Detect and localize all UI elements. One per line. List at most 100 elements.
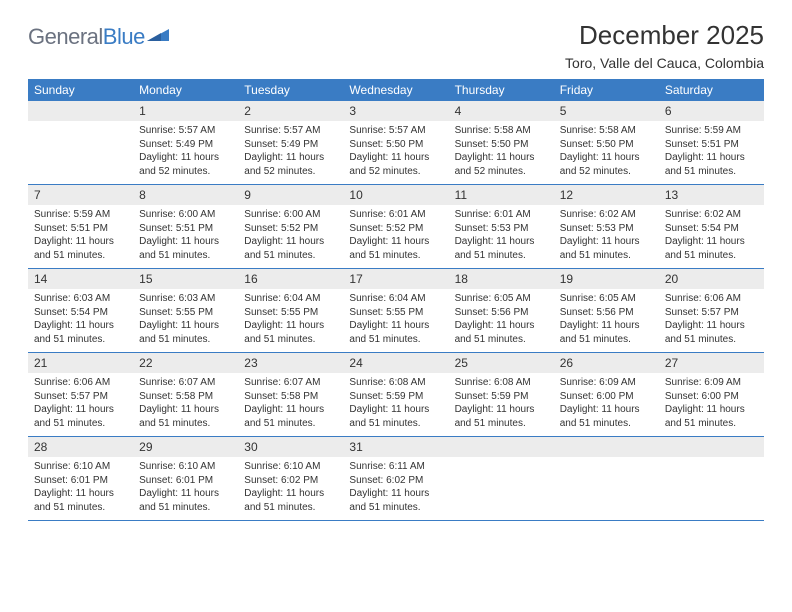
sunset-text: Sunset: 5:51 PM [665,138,758,152]
sunrise-text: Sunrise: 6:04 AM [349,292,442,306]
sunrise-text: Sunrise: 5:57 AM [349,124,442,138]
day-detail: Sunrise: 6:03 AMSunset: 5:54 PMDaylight:… [28,289,133,352]
calendar: Sunday Monday Tuesday Wednesday Thursday… [28,79,764,521]
daylight-text: Daylight: 11 hours and 51 minutes. [349,319,442,346]
daylight-text: Daylight: 11 hours and 51 minutes. [455,319,548,346]
day-number [554,437,659,457]
sunset-text: Sunset: 6:00 PM [665,390,758,404]
day-number: 15 [133,269,238,289]
sunset-text: Sunset: 5:50 PM [349,138,442,152]
sunset-text: Sunset: 5:53 PM [455,222,548,236]
sunrise-text: Sunrise: 6:11 AM [349,460,442,474]
day-detail [554,457,659,466]
calendar-cell: 2Sunrise: 5:57 AMSunset: 5:49 PMDaylight… [238,101,343,184]
day-detail: Sunrise: 5:57 AMSunset: 5:50 PMDaylight:… [343,121,448,184]
day-detail: Sunrise: 6:06 AMSunset: 5:57 PMDaylight:… [28,373,133,436]
title-block: December 2025 Toro, Valle del Cauca, Col… [565,20,764,71]
sunrise-text: Sunrise: 5:57 AM [139,124,232,138]
day-detail: Sunrise: 6:08 AMSunset: 5:59 PMDaylight:… [449,373,554,436]
calendar-cell [554,437,659,520]
calendar-cell: 1Sunrise: 5:57 AMSunset: 5:49 PMDaylight… [133,101,238,184]
day-detail: Sunrise: 6:01 AMSunset: 5:52 PMDaylight:… [343,205,448,268]
calendar-week: 1Sunrise: 5:57 AMSunset: 5:49 PMDaylight… [28,101,764,185]
sunset-text: Sunset: 5:57 PM [34,390,127,404]
day-number: 19 [554,269,659,289]
sunrise-text: Sunrise: 6:05 AM [455,292,548,306]
day-detail: Sunrise: 6:04 AMSunset: 5:55 PMDaylight:… [238,289,343,352]
sunrise-text: Sunrise: 6:10 AM [244,460,337,474]
sunrise-text: Sunrise: 6:05 AM [560,292,653,306]
calendar-cell: 3Sunrise: 5:57 AMSunset: 5:50 PMDaylight… [343,101,448,184]
day-detail [449,457,554,466]
sunrise-text: Sunrise: 6:02 AM [560,208,653,222]
sunrise-text: Sunrise: 6:06 AM [665,292,758,306]
day-detail: Sunrise: 6:07 AMSunset: 5:58 PMDaylight:… [238,373,343,436]
sunrise-text: Sunrise: 6:09 AM [560,376,653,390]
daylight-text: Daylight: 11 hours and 51 minutes. [560,319,653,346]
calendar-cell: 25Sunrise: 6:08 AMSunset: 5:59 PMDayligh… [449,353,554,436]
sunset-text: Sunset: 5:55 PM [349,306,442,320]
day-number: 28 [28,437,133,457]
sunrise-text: Sunrise: 6:02 AM [665,208,758,222]
sunset-text: Sunset: 6:00 PM [560,390,653,404]
day-detail [659,457,764,466]
calendar-week: 7Sunrise: 5:59 AMSunset: 5:51 PMDaylight… [28,185,764,269]
sunrise-text: Sunrise: 6:10 AM [139,460,232,474]
day-detail: Sunrise: 6:08 AMSunset: 5:59 PMDaylight:… [343,373,448,436]
sunset-text: Sunset: 5:59 PM [455,390,548,404]
sunrise-text: Sunrise: 6:10 AM [34,460,127,474]
sunrise-text: Sunrise: 5:58 AM [560,124,653,138]
sunset-text: Sunset: 5:55 PM [139,306,232,320]
daylight-text: Daylight: 11 hours and 52 minutes. [349,151,442,178]
day-detail: Sunrise: 6:07 AMSunset: 5:58 PMDaylight:… [133,373,238,436]
day-number: 22 [133,353,238,373]
sunrise-text: Sunrise: 5:57 AM [244,124,337,138]
calendar-cell [449,437,554,520]
calendar-cell: 15Sunrise: 6:03 AMSunset: 5:55 PMDayligh… [133,269,238,352]
calendar-cell: 19Sunrise: 6:05 AMSunset: 5:56 PMDayligh… [554,269,659,352]
day-detail: Sunrise: 6:05 AMSunset: 5:56 PMDaylight:… [554,289,659,352]
daylight-text: Daylight: 11 hours and 51 minutes. [560,403,653,430]
day-number: 13 [659,185,764,205]
day-number: 21 [28,353,133,373]
daylight-text: Daylight: 11 hours and 51 minutes. [455,235,548,262]
logo: GeneralBlue [28,20,169,50]
daylight-text: Daylight: 11 hours and 51 minutes. [349,403,442,430]
day-header: Wednesday [343,79,448,101]
day-number: 29 [133,437,238,457]
sunrise-text: Sunrise: 6:09 AM [665,376,758,390]
sunset-text: Sunset: 5:49 PM [139,138,232,152]
calendar-cell: 28Sunrise: 6:10 AMSunset: 6:01 PMDayligh… [28,437,133,520]
day-number: 18 [449,269,554,289]
day-number: 8 [133,185,238,205]
day-header: Friday [554,79,659,101]
calendar-cell: 10Sunrise: 6:01 AMSunset: 5:52 PMDayligh… [343,185,448,268]
sunrise-text: Sunrise: 6:07 AM [244,376,337,390]
daylight-text: Daylight: 11 hours and 51 minutes. [349,487,442,514]
daylight-text: Daylight: 11 hours and 51 minutes. [139,403,232,430]
calendar-cell: 30Sunrise: 6:10 AMSunset: 6:02 PMDayligh… [238,437,343,520]
calendar-cell: 4Sunrise: 5:58 AMSunset: 5:50 PMDaylight… [449,101,554,184]
daylight-text: Daylight: 11 hours and 51 minutes. [34,403,127,430]
day-detail: Sunrise: 5:57 AMSunset: 5:49 PMDaylight:… [133,121,238,184]
sunset-text: Sunset: 5:54 PM [34,306,127,320]
calendar-cell: 12Sunrise: 6:02 AMSunset: 5:53 PMDayligh… [554,185,659,268]
day-detail: Sunrise: 6:02 AMSunset: 5:53 PMDaylight:… [554,205,659,268]
calendar-cell: 24Sunrise: 6:08 AMSunset: 5:59 PMDayligh… [343,353,448,436]
page-header: GeneralBlue December 2025 Toro, Valle de… [28,20,764,71]
day-detail: Sunrise: 6:02 AMSunset: 5:54 PMDaylight:… [659,205,764,268]
calendar-cell: 18Sunrise: 6:05 AMSunset: 5:56 PMDayligh… [449,269,554,352]
daylight-text: Daylight: 11 hours and 51 minutes. [560,235,653,262]
day-detail: Sunrise: 5:57 AMSunset: 5:49 PMDaylight:… [238,121,343,184]
calendar-cell: 21Sunrise: 6:06 AMSunset: 5:57 PMDayligh… [28,353,133,436]
sunset-text: Sunset: 5:49 PM [244,138,337,152]
day-number [449,437,554,457]
daylight-text: Daylight: 11 hours and 52 minutes. [560,151,653,178]
logo-text-gray: General [28,24,103,49]
day-number: 9 [238,185,343,205]
day-detail: Sunrise: 6:10 AMSunset: 6:01 PMDaylight:… [133,457,238,520]
daylight-text: Daylight: 11 hours and 51 minutes. [665,235,758,262]
sunrise-text: Sunrise: 6:06 AM [34,376,127,390]
sunrise-text: Sunrise: 6:00 AM [139,208,232,222]
day-number: 20 [659,269,764,289]
